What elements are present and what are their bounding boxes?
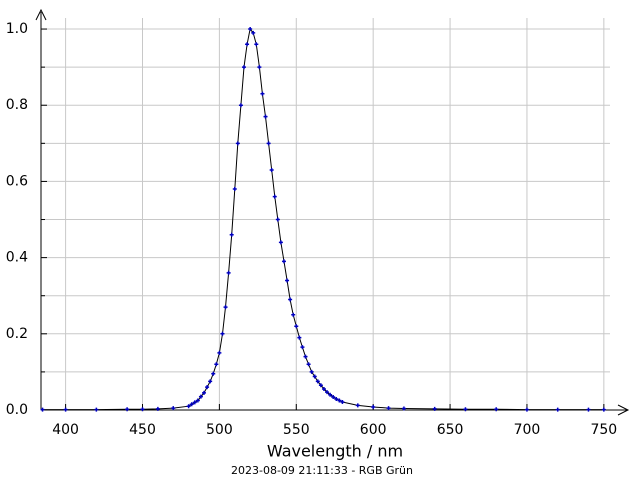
data-point [601,407,606,412]
data-point [186,404,191,409]
footer: 2023-08-09 21:11:33 - RGB Grün [231,464,413,477]
data-point [288,297,293,302]
data-point [291,312,296,317]
y-tick-label: 0.2 [6,326,28,342]
data-point [269,168,274,172]
data-point [232,187,237,192]
x-tick-label: 400 [52,422,79,438]
data-point [248,27,253,32]
data-point [155,406,160,411]
data-point [220,331,225,336]
data-point [401,406,406,411]
x-axis-arrow [617,404,630,416]
data-point [494,407,499,412]
data-point [328,392,333,397]
data-point [325,390,330,395]
y-tick-label: 0.0 [6,402,28,418]
data-point [294,324,299,329]
x-tick-label: 700 [514,422,541,438]
data-point [309,369,314,374]
data-point [229,232,234,237]
data-point [254,42,259,47]
data-point [524,407,529,412]
data-point [251,30,256,35]
data-point [337,398,342,403]
data-point [235,141,240,146]
data-point [217,350,222,355]
data-point [281,259,286,264]
x-tick-label: 650 [437,422,464,438]
data-point [223,305,228,310]
data-point [275,217,280,222]
x-tick-label: 450 [129,422,156,438]
data-point [198,394,203,399]
data-point [318,383,323,388]
data-point [171,406,176,411]
data-point [257,65,262,70]
data-point [245,42,250,47]
data-point [278,240,283,245]
data-point [303,354,308,359]
data-point [266,141,271,146]
data-point [125,407,130,412]
data-point [555,407,560,412]
x-axis-label: Wavelength / nm [267,442,403,461]
data-point [63,407,68,412]
data-point [586,407,591,412]
data-point [214,362,219,367]
data-point [260,91,265,96]
data-point [189,402,194,407]
data-point [306,362,311,367]
x-tick-label: 600 [360,422,387,438]
data-point [226,270,231,275]
x-tick-label: 550 [283,422,310,438]
y-tick-label: 0.8 [6,97,28,113]
data-point [432,406,437,411]
data-point [315,379,320,384]
data-point [211,371,216,376]
data-point [238,103,243,108]
data-point [312,374,317,379]
data-point [321,387,326,392]
data-point [195,398,200,403]
y-tick-label: 1.0 [6,21,28,37]
data-point [355,403,360,408]
data-point [202,390,207,395]
data-point [205,385,210,390]
data-point [463,407,468,412]
y-tick-label: 0.6 [6,173,28,189]
data-point [241,65,246,70]
data-point [334,396,339,401]
data-point [263,114,268,119]
data-point [285,278,290,283]
data-point [192,400,197,405]
data-point [331,395,336,400]
data-point [300,345,305,350]
data-point [94,407,99,412]
x-tick-label: 750 [590,422,617,438]
data-point [297,335,302,340]
data-point [208,379,213,384]
data-point [272,194,277,199]
data-point [386,406,391,411]
y-axis-arrow [35,8,47,21]
data-point [140,407,145,412]
y-tick-label: 0.4 [6,250,28,266]
x-tick-label: 500 [206,422,233,438]
data-point [371,404,376,409]
data-point [40,407,45,412]
data-point [340,400,345,404]
